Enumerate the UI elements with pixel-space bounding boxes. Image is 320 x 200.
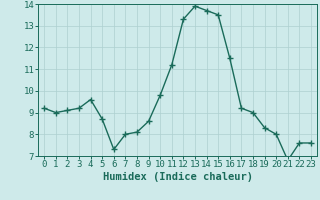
X-axis label: Humidex (Indice chaleur): Humidex (Indice chaleur) — [103, 172, 252, 182]
